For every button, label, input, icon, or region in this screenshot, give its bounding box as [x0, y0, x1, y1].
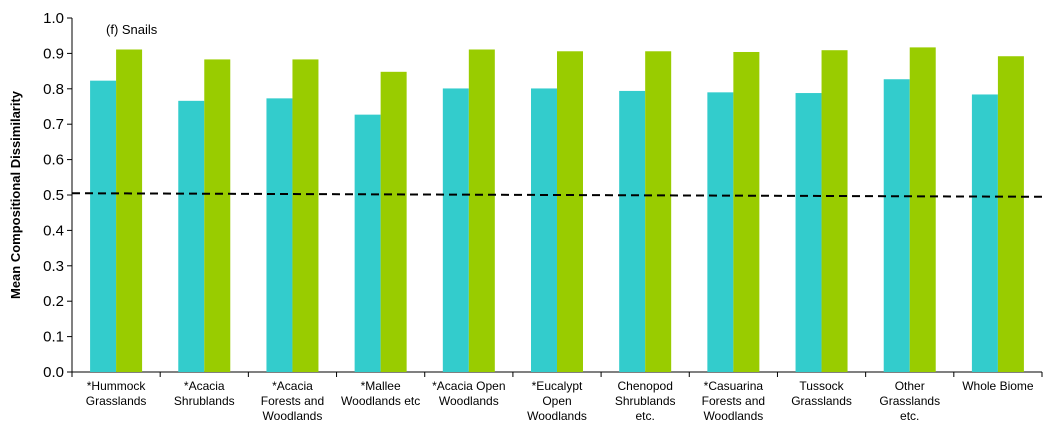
x-category-label: *Acacia Open Woodlands — [432, 379, 505, 408]
x-category-label: Tussock Grasslands — [791, 379, 852, 408]
bar-series-2 — [204, 59, 231, 372]
bar-series-1 — [90, 80, 117, 373]
y-tick-label: 0.1 — [43, 329, 64, 346]
bar-series-2 — [821, 50, 848, 373]
x-category-label: *Mallee Woodlands etc — [341, 379, 420, 408]
x-tick-labels: *Hummock Grasslands *Acacia Shrublands *Acac… — [71, 372, 1043, 423]
bar-series-1 — [442, 88, 469, 373]
y-tick-label: 1.0 — [43, 10, 64, 27]
y-tick-label: 0.3 — [43, 258, 64, 275]
y-axis-label: Mean Compositional Dissimilarity — [8, 90, 23, 299]
bar-series-1 — [178, 100, 205, 372]
bar-series-1 — [795, 93, 822, 372]
bar-series-2 — [997, 56, 1024, 373]
x-category-label: Whole Biome — [962, 379, 1034, 393]
bar-series-2 — [645, 51, 672, 372]
bar-series-1 — [266, 98, 293, 372]
bar-series-2 — [557, 51, 583, 372]
x-category-label: *Acacia Forests and Woodlands — [261, 379, 324, 423]
y-tick-label: 0.0 — [43, 364, 64, 381]
bars — [90, 47, 1024, 373]
bar-series-2 — [468, 49, 495, 372]
bar-series-2 — [116, 49, 143, 372]
bar-series-1 — [619, 90, 646, 372]
bar-series-1 — [531, 88, 557, 373]
bar-series-1 — [883, 79, 910, 372]
x-category-label: *Casuarina Forests and Woodlands — [702, 379, 765, 423]
reference-line — [71, 192, 1043, 198]
y-tick-label: 0.4 — [43, 222, 64, 239]
y-tick-label: 0.7 — [43, 116, 64, 133]
y-tick-label: 0.2 — [43, 293, 64, 310]
x-category-label: *Eucalypt Open Woodlands — [527, 379, 587, 423]
x-category-label: *Hummock Grasslands — [86, 379, 147, 408]
x-category-label: *Acacia Shrublands — [174, 379, 235, 408]
y-ticks: 0.0 0.1 0.2 0.3 0.4 0.5 0.6 0.7 0.8 0.9 1.0 — [43, 10, 72, 381]
bar-series-1 — [354, 114, 381, 372]
bar-series-2 — [292, 59, 319, 372]
bar-series-1 — [971, 94, 998, 373]
bar-series-2 — [909, 47, 936, 373]
bar-series-2 — [733, 51, 760, 372]
bar-series-1 — [707, 92, 734, 372]
y-tick-label: 0.6 — [43, 152, 64, 169]
x-category-label: Other Grasslands etc. — [879, 379, 940, 423]
y-tick-label: 0.5 — [43, 187, 64, 204]
bar-series-2 — [380, 71, 407, 373]
y-tick-label: 0.9 — [43, 45, 64, 62]
y-tick-label: 0.8 — [43, 81, 64, 98]
panel-label: (f) Snails — [106, 22, 158, 37]
x-category-label: Chenopod Shrublands etc. — [615, 379, 676, 423]
